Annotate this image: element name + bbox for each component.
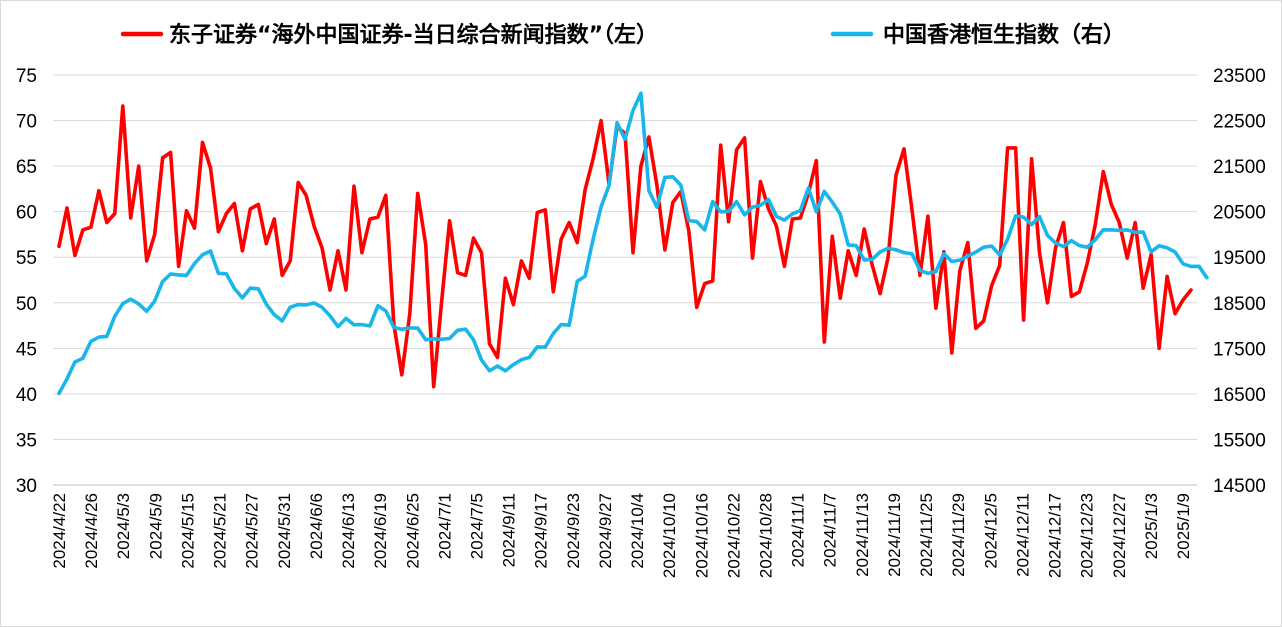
left-tick-label: 35 — [16, 430, 37, 451]
x-tick-label: 2024/10/22 — [724, 493, 743, 578]
x-tick-label: 2024/11/1 — [789, 493, 808, 567]
x-tick-label: 2024/9/11 — [500, 493, 519, 567]
left-tick-label: 65 — [16, 157, 37, 178]
x-tick-label: 2024/12/5 — [981, 493, 1000, 569]
x-tick-label: 2024/12/23 — [1078, 493, 1097, 578]
left-tick-label: 50 — [16, 294, 37, 315]
legend-label-news: 东子证券“海外中国证券-当日综合新闻指数”（左） — [169, 22, 658, 48]
x-tick-label: 2024/9/27 — [596, 493, 615, 569]
x-tick-label: 2024/4/22 — [50, 493, 69, 569]
right-tick-label: 23500 — [1213, 66, 1266, 87]
x-tick-label: 2024/5/31 — [275, 493, 294, 569]
x-tick-label: 2024/6/13 — [339, 493, 358, 569]
left-y-axis: 30 35 40 45 50 55 60 65 70 75 — [16, 66, 37, 497]
x-tick-label: 2024/9/23 — [564, 493, 583, 569]
left-tick-label: 30 — [16, 476, 37, 497]
right-tick-label: 19500 — [1213, 248, 1266, 269]
right-tick-label: 14500 — [1213, 476, 1266, 497]
right-tick-label: 18500 — [1213, 294, 1266, 315]
series-lines — [57, 91, 1209, 396]
right-y-axis: 14500 15500 16500 17500 18500 19500 20500 21500… — [1213, 66, 1266, 497]
left-tick-label: 45 — [16, 339, 37, 360]
x-tick-label: 2024/11/13 — [853, 493, 872, 577]
x-tick-label: 2024/10/28 — [757, 493, 776, 578]
legend-label-hsi: 中国香港恒生指数（右） — [883, 22, 1125, 48]
x-tick-label: 2024/9/17 — [532, 493, 551, 569]
legend: 东子证券“海外中国证券-当日综合新闻指数”（左） 中国香港恒生指数（右） — [120, 22, 1125, 48]
right-tick-label: 15500 — [1213, 430, 1266, 451]
x-tick-label: 2024/7/1 — [435, 493, 454, 559]
x-tick-label: 2024/5/15 — [179, 493, 198, 569]
x-tick-label: 2024/11/29 — [949, 493, 968, 577]
left-tick-label: 75 — [16, 66, 37, 87]
x-tick-label: 2024/11/7 — [821, 493, 840, 567]
left-tick-label: 40 — [16, 385, 37, 406]
x-tick-label: 2024/6/19 — [371, 493, 390, 569]
x-tick-label: 2024/5/27 — [243, 493, 262, 569]
x-tick-label: 2024/10/10 — [660, 493, 679, 578]
x-tick-label: 2024/6/25 — [403, 493, 422, 569]
x-tick-label: 2024/12/27 — [1110, 493, 1129, 578]
left-tick-label: 70 — [16, 112, 37, 133]
x-tick-label: 2024/12/17 — [1046, 493, 1065, 578]
x-tick-label: 2024/10/16 — [692, 493, 711, 578]
x-tick-label: 2024/11/19 — [885, 493, 904, 577]
x-tick-label: 2025/1/3 — [1142, 493, 1161, 559]
gridlines — [53, 74, 1197, 440]
left-tick-label: 55 — [16, 248, 37, 269]
x-tick-label: 2024/7/5 — [468, 493, 487, 559]
right-tick-label: 16500 — [1213, 385, 1266, 406]
x-tick-label: 2024/6/6 — [307, 493, 326, 559]
x-axis: 2024/4/22 2024/4/26 2024/5/3 2024/5/9 2024/5… — [50, 484, 1197, 578]
right-tick-label: 22500 — [1213, 112, 1266, 133]
x-tick-label: 2024/12/11 — [1013, 493, 1032, 577]
x-tick-label: 2024/10/4 — [628, 493, 647, 569]
news-index-line — [57, 104, 1193, 389]
x-tick-label: 2024/5/21 — [211, 493, 230, 569]
hang-seng-line — [57, 91, 1209, 396]
right-tick-label: 20500 — [1213, 203, 1266, 224]
x-tick-label: 2024/4/26 — [82, 493, 101, 569]
x-tick-label: 2024/5/9 — [146, 493, 165, 559]
x-tick-label: 2025/1/9 — [1174, 493, 1193, 559]
x-tick-label: 2024/5/3 — [114, 493, 133, 559]
right-tick-label: 21500 — [1213, 157, 1266, 178]
left-tick-label: 60 — [16, 203, 37, 224]
right-tick-label: 17500 — [1213, 339, 1266, 360]
x-tick-label: 2024/11/25 — [917, 493, 936, 577]
